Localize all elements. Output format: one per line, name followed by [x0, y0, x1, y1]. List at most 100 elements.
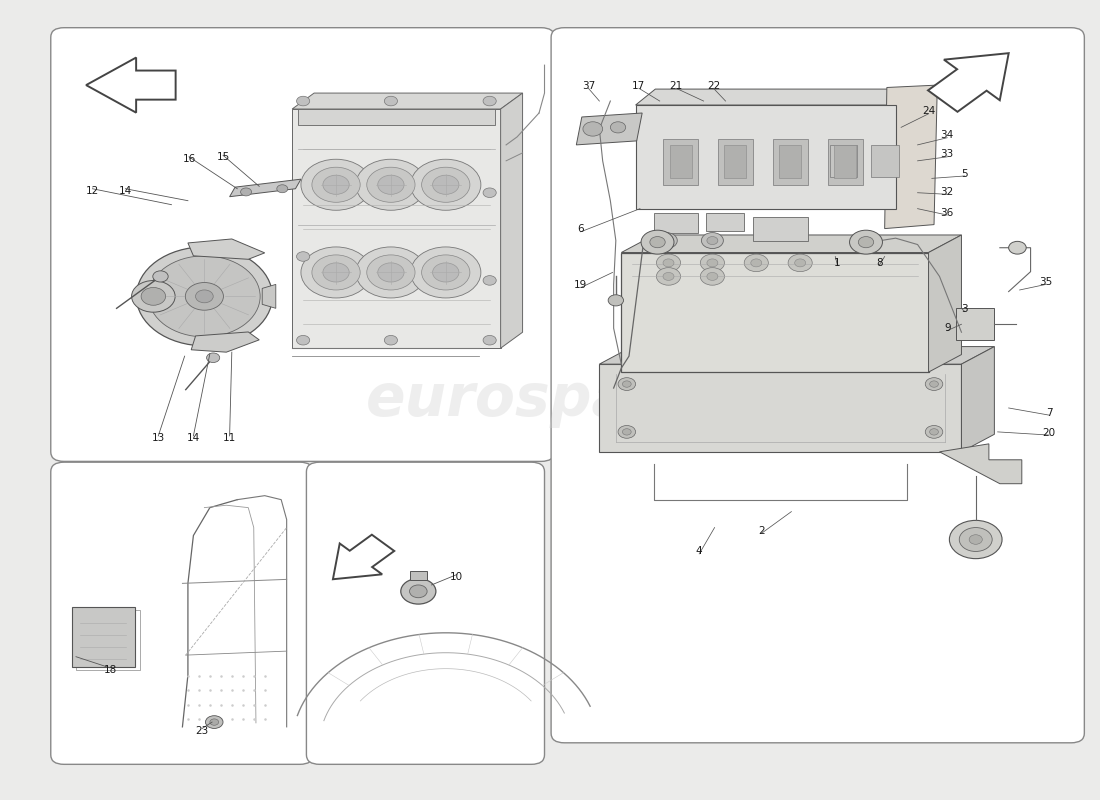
- Circle shape: [623, 429, 631, 435]
- Bar: [829, 145, 857, 177]
- Text: 22: 22: [707, 81, 721, 91]
- Circle shape: [707, 273, 718, 281]
- Circle shape: [400, 578, 436, 604]
- Bar: [834, 145, 856, 178]
- Circle shape: [702, 233, 724, 249]
- Polygon shape: [928, 235, 961, 372]
- Circle shape: [141, 287, 166, 306]
- Text: 33: 33: [940, 150, 954, 159]
- Circle shape: [277, 185, 288, 193]
- Circle shape: [788, 254, 812, 272]
- Bar: [72, 607, 135, 667]
- Circle shape: [641, 230, 674, 254]
- Text: 11: 11: [223, 434, 236, 443]
- Text: 35: 35: [1040, 277, 1053, 287]
- Polygon shape: [621, 253, 928, 372]
- Polygon shape: [928, 53, 1009, 112]
- Circle shape: [701, 254, 725, 272]
- Text: 9: 9: [944, 323, 950, 334]
- Circle shape: [185, 282, 223, 310]
- Text: 23: 23: [196, 726, 209, 736]
- Circle shape: [930, 429, 938, 435]
- Bar: [827, 138, 862, 185]
- Circle shape: [656, 233, 678, 249]
- Circle shape: [657, 254, 681, 272]
- FancyBboxPatch shape: [51, 462, 314, 764]
- Text: 4: 4: [696, 546, 703, 557]
- Circle shape: [409, 585, 427, 598]
- Bar: [670, 145, 692, 178]
- Polygon shape: [333, 534, 394, 579]
- Text: 36: 36: [940, 208, 954, 218]
- Bar: [779, 145, 801, 178]
- Text: 2: 2: [759, 526, 766, 536]
- Circle shape: [618, 426, 636, 438]
- Text: 16: 16: [183, 154, 196, 164]
- Circle shape: [583, 122, 603, 136]
- Text: 10: 10: [450, 572, 463, 582]
- Circle shape: [136, 247, 273, 346]
- FancyBboxPatch shape: [551, 28, 1085, 743]
- Circle shape: [377, 175, 404, 194]
- Circle shape: [366, 167, 415, 202]
- Circle shape: [483, 276, 496, 285]
- FancyBboxPatch shape: [51, 28, 554, 462]
- FancyBboxPatch shape: [307, 462, 544, 764]
- Circle shape: [206, 716, 223, 729]
- Circle shape: [661, 237, 672, 245]
- Circle shape: [925, 426, 943, 438]
- Circle shape: [301, 247, 371, 298]
- Polygon shape: [600, 346, 994, 364]
- Circle shape: [610, 122, 626, 133]
- Text: 24: 24: [922, 106, 935, 117]
- Circle shape: [366, 255, 415, 290]
- Text: 5: 5: [961, 169, 968, 178]
- Circle shape: [707, 237, 718, 245]
- Text: 17: 17: [632, 81, 646, 91]
- Polygon shape: [191, 332, 260, 352]
- Circle shape: [297, 96, 310, 106]
- Circle shape: [355, 159, 426, 210]
- Polygon shape: [298, 109, 495, 125]
- Circle shape: [132, 281, 175, 312]
- Circle shape: [608, 294, 624, 306]
- Circle shape: [241, 188, 252, 196]
- Text: 13: 13: [152, 434, 165, 443]
- Bar: [772, 138, 807, 185]
- Circle shape: [623, 381, 631, 387]
- Circle shape: [421, 167, 470, 202]
- Circle shape: [432, 263, 459, 282]
- Circle shape: [483, 335, 496, 345]
- Text: 14: 14: [119, 186, 132, 196]
- Bar: [754, 217, 807, 241]
- Polygon shape: [636, 105, 895, 209]
- Text: 15: 15: [217, 152, 230, 162]
- Circle shape: [421, 255, 470, 290]
- Bar: [654, 213, 698, 233]
- Circle shape: [663, 259, 674, 267]
- Circle shape: [297, 335, 310, 345]
- Bar: [663, 138, 698, 185]
- Circle shape: [858, 237, 873, 248]
- Polygon shape: [884, 85, 937, 229]
- Bar: [409, 570, 427, 580]
- Polygon shape: [621, 235, 961, 253]
- Circle shape: [153, 271, 168, 282]
- Circle shape: [663, 273, 674, 281]
- Polygon shape: [86, 58, 176, 113]
- Bar: [706, 214, 745, 231]
- Circle shape: [196, 290, 213, 302]
- Circle shape: [483, 188, 496, 198]
- Circle shape: [312, 167, 360, 202]
- Text: 37: 37: [582, 81, 595, 91]
- Circle shape: [701, 268, 725, 285]
- Circle shape: [745, 254, 768, 272]
- Polygon shape: [230, 179, 301, 197]
- Text: 14: 14: [187, 434, 200, 443]
- Text: 34: 34: [940, 130, 954, 140]
- Text: 7: 7: [1046, 408, 1053, 418]
- Polygon shape: [956, 308, 994, 340]
- Polygon shape: [293, 93, 522, 109]
- Polygon shape: [961, 346, 994, 452]
- Text: 6: 6: [578, 224, 584, 234]
